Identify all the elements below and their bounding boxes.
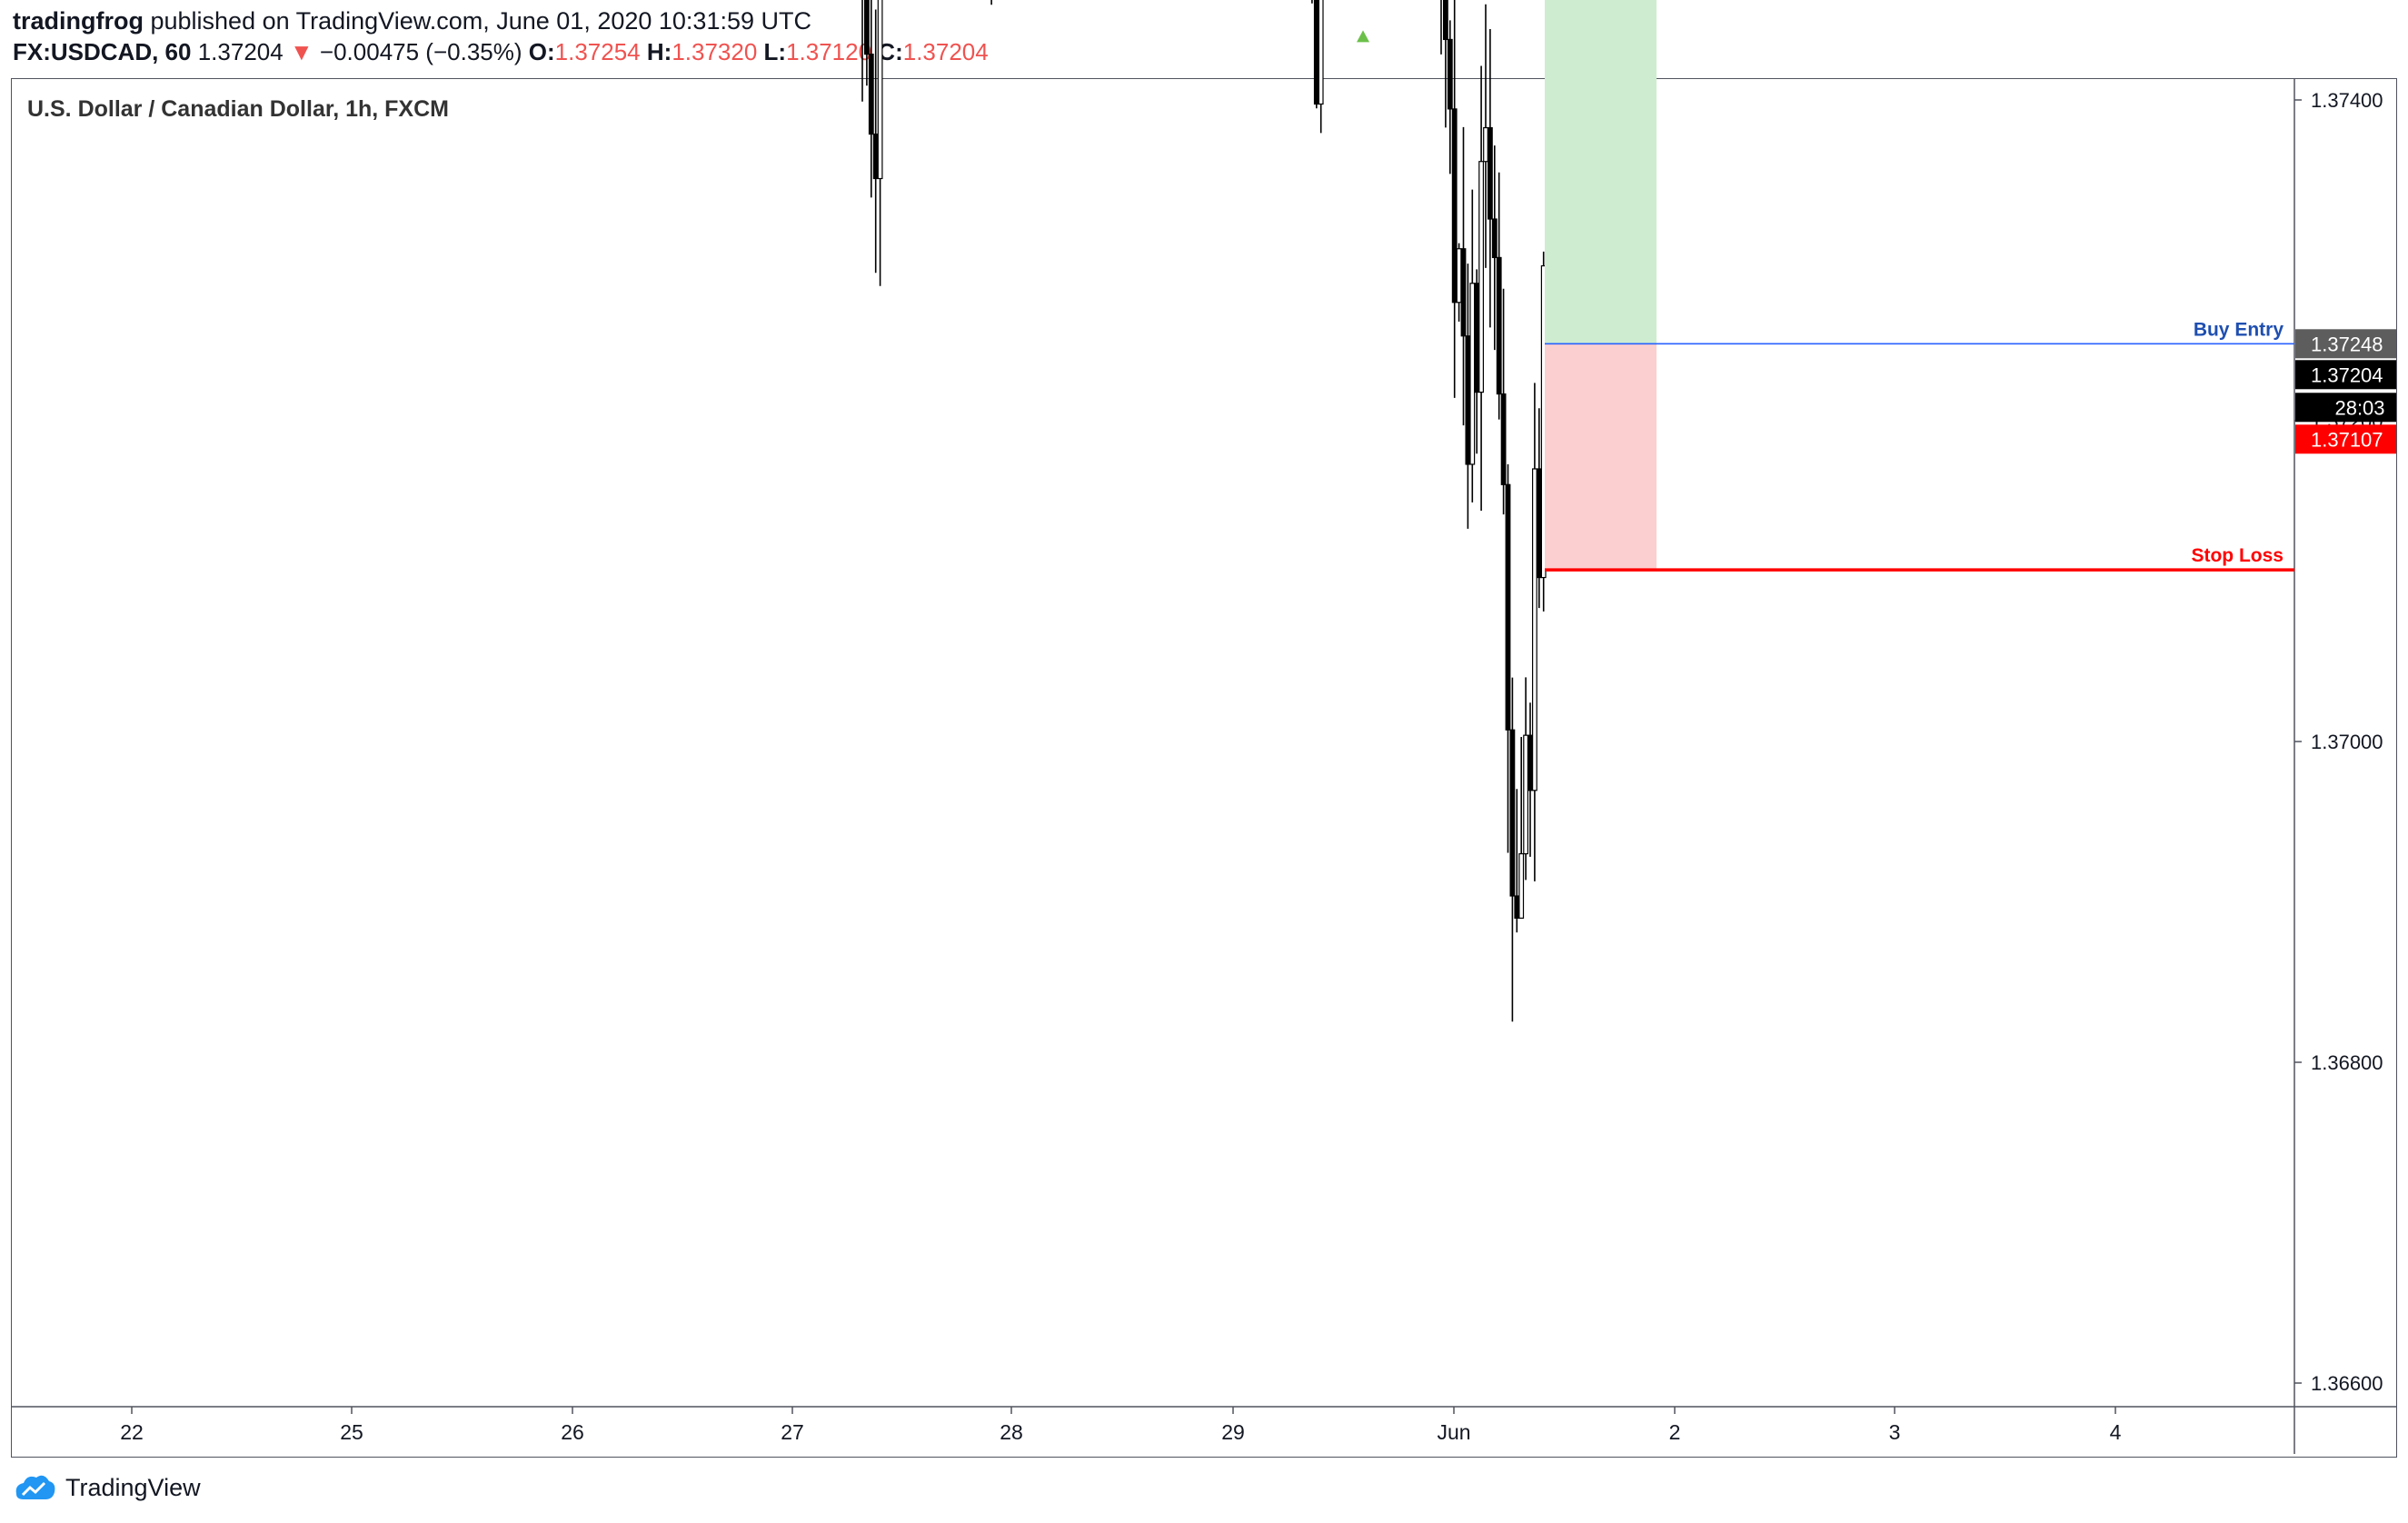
x-tick-label: 28	[1000, 1420, 1023, 1444]
x-tick-label: 3	[1889, 1420, 1901, 1444]
low-value: 1.37120	[786, 38, 872, 65]
chart-frame	[11, 78, 2397, 1458]
candle	[1505, 463, 1511, 853]
candle	[1536, 408, 1542, 609]
stop-loss-tag-value: 1.37107	[2311, 428, 2383, 451]
chart-title: U.S. Dollar / Canadian Dollar, 1h, FXCM	[27, 96, 449, 122]
y-tick-label: 1.37000	[2311, 731, 2383, 753]
last-price: 1.37204	[197, 38, 284, 65]
stop-loss-price-tag: 1.37107	[2295, 424, 2396, 454]
x-tick-label: 25	[340, 1420, 363, 1444]
candle	[1311, 0, 1313, 4]
low-label: L:	[763, 38, 787, 65]
x-tick-label: 29	[1221, 1420, 1245, 1444]
candle	[1442, 0, 1448, 128]
target-zone[interactable]	[1545, 0, 1657, 344]
x-tick-label: Jun	[1437, 1420, 1470, 1444]
candle	[1451, 0, 1458, 398]
candle	[1500, 288, 1507, 515]
candle	[1460, 126, 1467, 426]
candle	[1447, 20, 1453, 174]
y-tick-label: 1.37400	[2311, 89, 2383, 112]
candle	[1518, 736, 1525, 919]
candle	[1483, 4, 1488, 268]
x-tick-label: 26	[561, 1420, 584, 1444]
footer-brand[interactable]: TradingView	[65, 1473, 201, 1501]
footer: TradingView	[13, 1472, 201, 1503]
open-label: O:	[528, 38, 555, 65]
candle	[1318, 0, 1324, 134]
price-change: −0.00475 (−0.35%)	[319, 38, 522, 65]
publisher-line: tradingfrog published on TradingView.com…	[13, 7, 811, 35]
symbol-label: FX:USDCAD, 60	[13, 38, 192, 65]
candle	[1456, 243, 1462, 322]
buy-entry-label: Buy Entry	[2194, 319, 2284, 340]
x-tick-label: 22	[120, 1420, 144, 1444]
last-price-tag: 1.37204	[2295, 360, 2396, 390]
buy-entry-tag-value: 1.37248	[2311, 333, 2383, 355]
candle	[1474, 269, 1480, 454]
high-value: 1.37320	[672, 38, 758, 65]
candle	[1514, 789, 1520, 933]
high-label: H:	[646, 38, 672, 65]
open-value: 1.37254	[554, 38, 641, 65]
candle	[1509, 677, 1516, 1022]
buy-signal-marker	[1357, 30, 1369, 43]
candle	[1440, 0, 1442, 55]
tradingview-logo-icon[interactable]	[13, 1472, 56, 1503]
candle	[1313, 0, 1319, 109]
symbol-line: FX:USDCAD, 60 1.37204 ▼ −0.00475 (−0.35%…	[13, 38, 989, 66]
buy-entry-price-tag: 1.37248	[2295, 329, 2396, 359]
down-arrow-icon: ▼	[289, 38, 313, 65]
countdown-tag-value: 28:03	[2334, 396, 2384, 419]
candle	[868, 0, 874, 198]
candlestick-series	[861, 0, 1547, 1022]
candle	[1531, 383, 1537, 881]
candle	[1491, 145, 1498, 351]
stop-loss-label: Stop Loss	[2191, 545, 2284, 566]
y-tick-label: 1.36600	[2311, 1372, 2383, 1395]
candle	[1465, 264, 1471, 529]
candle	[863, 0, 870, 86]
candle	[1478, 65, 1485, 511]
candle	[1487, 29, 1493, 328]
candle	[1496, 172, 1502, 420]
stop-zone[interactable]	[1545, 343, 1657, 571]
candle	[1527, 702, 1533, 857]
last-tag-value: 1.37204	[2311, 363, 2383, 386]
close-value: 1.37204	[902, 38, 989, 65]
x-tick-label: 4	[2110, 1420, 2122, 1444]
candle	[1469, 189, 1476, 503]
candle	[1523, 677, 1529, 881]
x-tick-label: 27	[781, 1420, 804, 1444]
publisher-name[interactable]: tradingfrog	[13, 7, 144, 35]
candle	[990, 0, 992, 5]
candle	[877, 0, 883, 286]
candle	[861, 0, 863, 102]
candle	[872, 9, 879, 274]
y-tick-label: 1.36800	[2311, 1051, 2383, 1074]
x-tick-label: 2	[1669, 1420, 1681, 1444]
published-text: published on TradingView.com, June 01, 2…	[150, 7, 811, 35]
countdown-price-tag: 28:03	[2295, 393, 2396, 423]
